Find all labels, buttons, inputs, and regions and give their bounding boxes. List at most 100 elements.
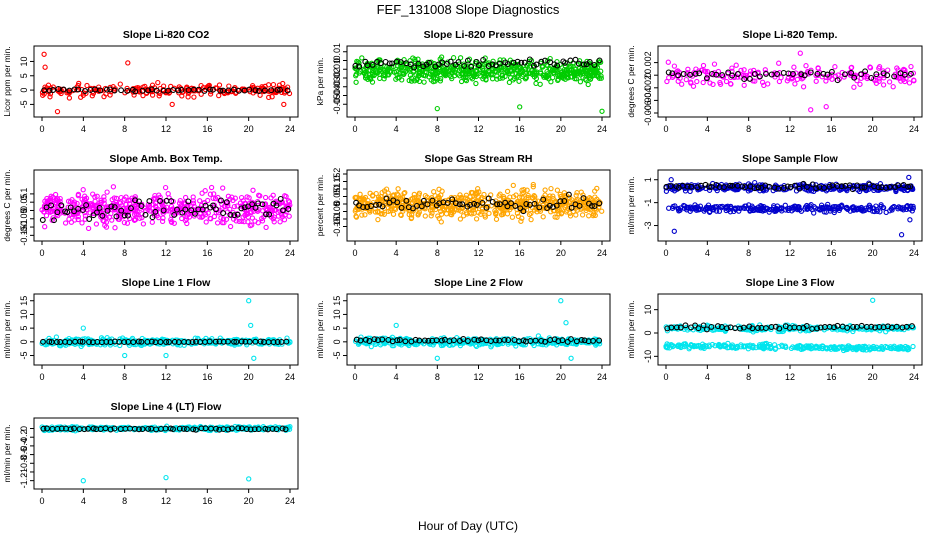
- data-point: [84, 82, 90, 89]
- data-point: [131, 92, 137, 98]
- outlier-point: [251, 355, 257, 361]
- x-tick-label: 0: [663, 372, 668, 382]
- data-point: [393, 69, 399, 75]
- data-point: [210, 202, 216, 209]
- data-point: [592, 188, 598, 194]
- x-tick-label: 16: [202, 496, 212, 506]
- data-point: [81, 196, 88, 202]
- data-point: [443, 211, 450, 217]
- data-point: [216, 82, 223, 88]
- data-point: [220, 216, 227, 222]
- data-point: [118, 87, 125, 94]
- data-point: [677, 205, 684, 211]
- data-point: [835, 205, 842, 211]
- data-point: [71, 208, 78, 215]
- data-point: [596, 57, 603, 64]
- data-point: [489, 198, 496, 205]
- data-point: [690, 83, 697, 89]
- data-point: [276, 201, 283, 207]
- data-point: [904, 187, 911, 193]
- x-tick-label: 12: [785, 124, 795, 134]
- data-point: [832, 64, 838, 70]
- data-point: [416, 209, 422, 215]
- data-point: [701, 208, 707, 214]
- data-point: [225, 193, 232, 199]
- data-point: [142, 211, 149, 218]
- panel-title: Slope Amb. Box Temp.: [109, 153, 222, 165]
- data-point: [447, 58, 454, 65]
- data-point: [134, 208, 140, 214]
- data-point: [741, 76, 748, 83]
- data-point: [72, 217, 78, 223]
- data-point: [441, 64, 447, 70]
- data-point: [579, 212, 586, 218]
- x-tick-label: 16: [826, 372, 836, 382]
- data-point: [118, 207, 125, 214]
- y-tick-label: 0.15: [332, 173, 342, 191]
- data-point: [252, 204, 259, 211]
- data-point: [214, 220, 221, 226]
- data-point: [521, 187, 527, 193]
- data-point: [562, 59, 568, 66]
- data-point: [732, 187, 738, 193]
- series-filtered: [41, 85, 291, 95]
- x-tick-label: 20: [556, 372, 566, 382]
- y-tick-label: -5: [19, 352, 29, 360]
- data-point: [354, 194, 360, 201]
- data-point: [586, 213, 592, 219]
- data-point: [493, 216, 500, 222]
- data-point: [155, 79, 161, 86]
- data-point: [156, 192, 162, 198]
- data-point: [43, 212, 50, 219]
- data-point: [807, 203, 813, 209]
- data-point: [82, 88, 88, 94]
- data-point: [749, 203, 755, 209]
- data-point: [367, 190, 373, 196]
- data-point: [199, 206, 206, 213]
- data-point: [802, 206, 808, 212]
- data-point: [573, 202, 579, 208]
- series-raw: [352, 54, 605, 114]
- data-point: [530, 181, 536, 188]
- y-tick-label: 0: [19, 339, 29, 344]
- data-point: [381, 71, 387, 78]
- data-point: [108, 210, 114, 217]
- outlier-point: [41, 51, 47, 57]
- x-tick-label: 8: [746, 372, 751, 382]
- data-point: [463, 74, 469, 81]
- data-point: [117, 81, 123, 87]
- data-point: [551, 61, 558, 68]
- data-point: [885, 67, 891, 73]
- data-point: [401, 190, 407, 197]
- data-point: [355, 206, 362, 212]
- data-point: [598, 73, 604, 79]
- data-point: [85, 225, 92, 232]
- series-raw: [352, 298, 603, 361]
- data-point: [865, 204, 872, 210]
- outlier-point: [870, 297, 876, 303]
- data-point: [553, 200, 559, 206]
- y-tick-label: -10: [643, 350, 653, 363]
- x-tick-label: 4: [81, 496, 86, 506]
- data-point: [694, 204, 701, 210]
- data-point: [596, 200, 603, 207]
- data-point: [273, 202, 280, 209]
- panel-frame: [346, 45, 611, 118]
- data-point: [139, 87, 146, 94]
- data-point: [282, 212, 288, 218]
- x-tick-label: 16: [826, 248, 836, 258]
- data-point: [366, 72, 373, 78]
- data-point: [432, 193, 438, 199]
- outlier-point: [248, 322, 254, 329]
- data-point: [82, 193, 88, 199]
- data-point: [277, 86, 284, 93]
- data-point: [407, 58, 413, 64]
- data-point: [490, 58, 496, 64]
- x-tick-label: 16: [202, 372, 212, 382]
- data-point: [842, 71, 848, 78]
- data-point: [248, 209, 254, 215]
- y-tick-label: -0.03: [332, 76, 342, 97]
- data-point: [266, 94, 272, 101]
